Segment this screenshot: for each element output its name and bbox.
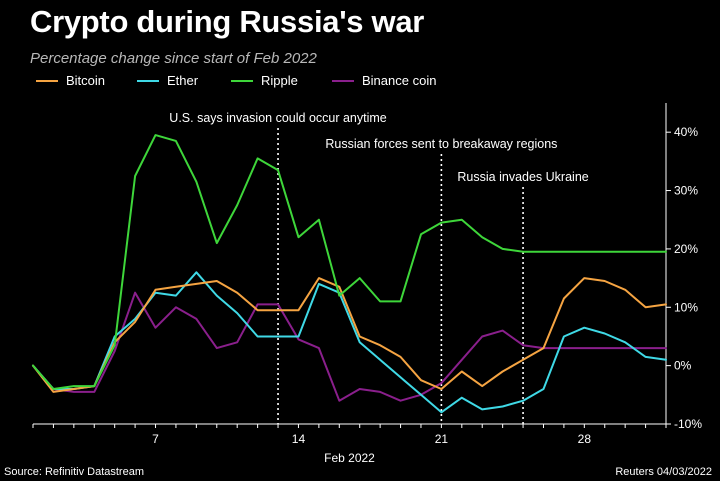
- x-tick-label: 14: [292, 432, 306, 446]
- legend-swatch-ether: [137, 80, 159, 82]
- x-tick-label: 28: [578, 432, 592, 446]
- source-note: Source: Refinitiv Datastream: [4, 466, 144, 478]
- y-tick-label: 30%: [674, 184, 698, 198]
- y-tick-label: 20%: [674, 242, 698, 256]
- y-tick-label: 40%: [674, 125, 698, 139]
- annotation-label: U.S. says invasion could occur anytime: [169, 111, 387, 125]
- y-tick-label: 10%: [674, 300, 698, 314]
- legend-label-ether: Ether: [167, 73, 199, 88]
- series-line-ripple: [32, 134, 667, 390]
- legend-label-ripple: Ripple: [261, 73, 298, 88]
- chart-subtitle: Percentage change since start of Feb 202…: [30, 50, 317, 67]
- annotation-label: Russian forces sent to breakaway regions: [325, 137, 557, 151]
- x-tick-label: 7: [152, 432, 159, 446]
- x-axis-title: Feb 2022: [324, 451, 375, 465]
- x-tick-label: 21: [435, 432, 449, 446]
- y-tick-label: -10%: [674, 417, 702, 431]
- legend-swatch-bitcoin: [36, 80, 58, 82]
- legend-swatch-binance: [332, 80, 354, 82]
- series-line-ether: [32, 271, 667, 414]
- series-line-bitcoin: [32, 277, 667, 393]
- credit-note: Reuters 04/03/2022: [615, 466, 712, 478]
- legend-swatch-ripple: [231, 80, 253, 82]
- series-line-binance-coin: [32, 291, 667, 402]
- annotation-label: Russia invades Ukraine: [457, 170, 588, 184]
- legend-label-binance: Binance coin: [362, 73, 437, 88]
- legend-label-bitcoin: Bitcoin: [66, 73, 106, 88]
- y-tick-label: 0%: [674, 359, 692, 373]
- chart-title: Crypto during Russia's war: [30, 4, 425, 39]
